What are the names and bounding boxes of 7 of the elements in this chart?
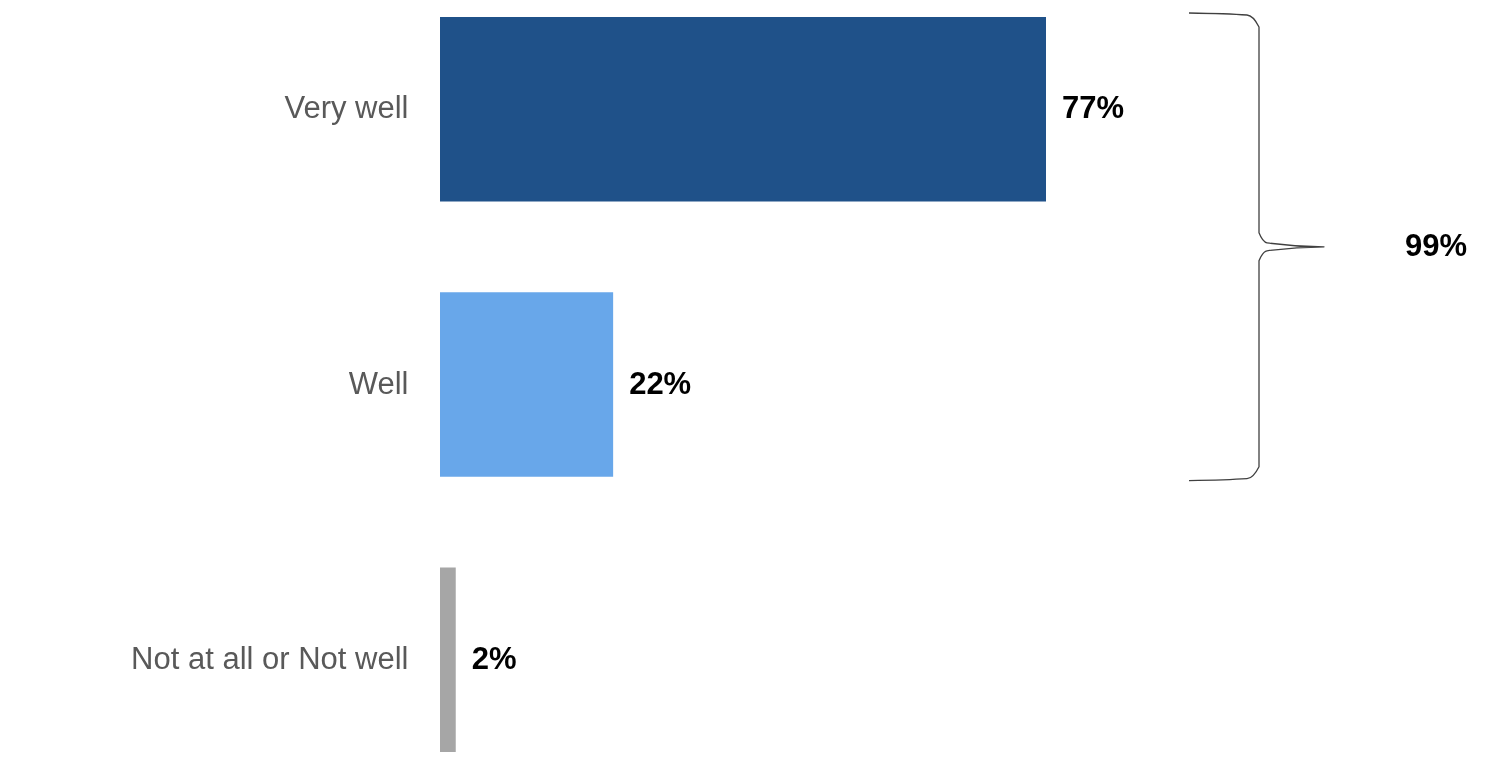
data-label: 22% (629, 365, 692, 401)
data-label: 2% (471, 640, 517, 676)
y-tick-label: Very well (284, 90, 409, 126)
text: 99% (1404, 227, 1468, 263)
y-tick-label: Well (348, 365, 409, 401)
data-label: 77% (1062, 90, 1125, 126)
y-tick-label: Not at all or Not well (131, 640, 409, 676)
